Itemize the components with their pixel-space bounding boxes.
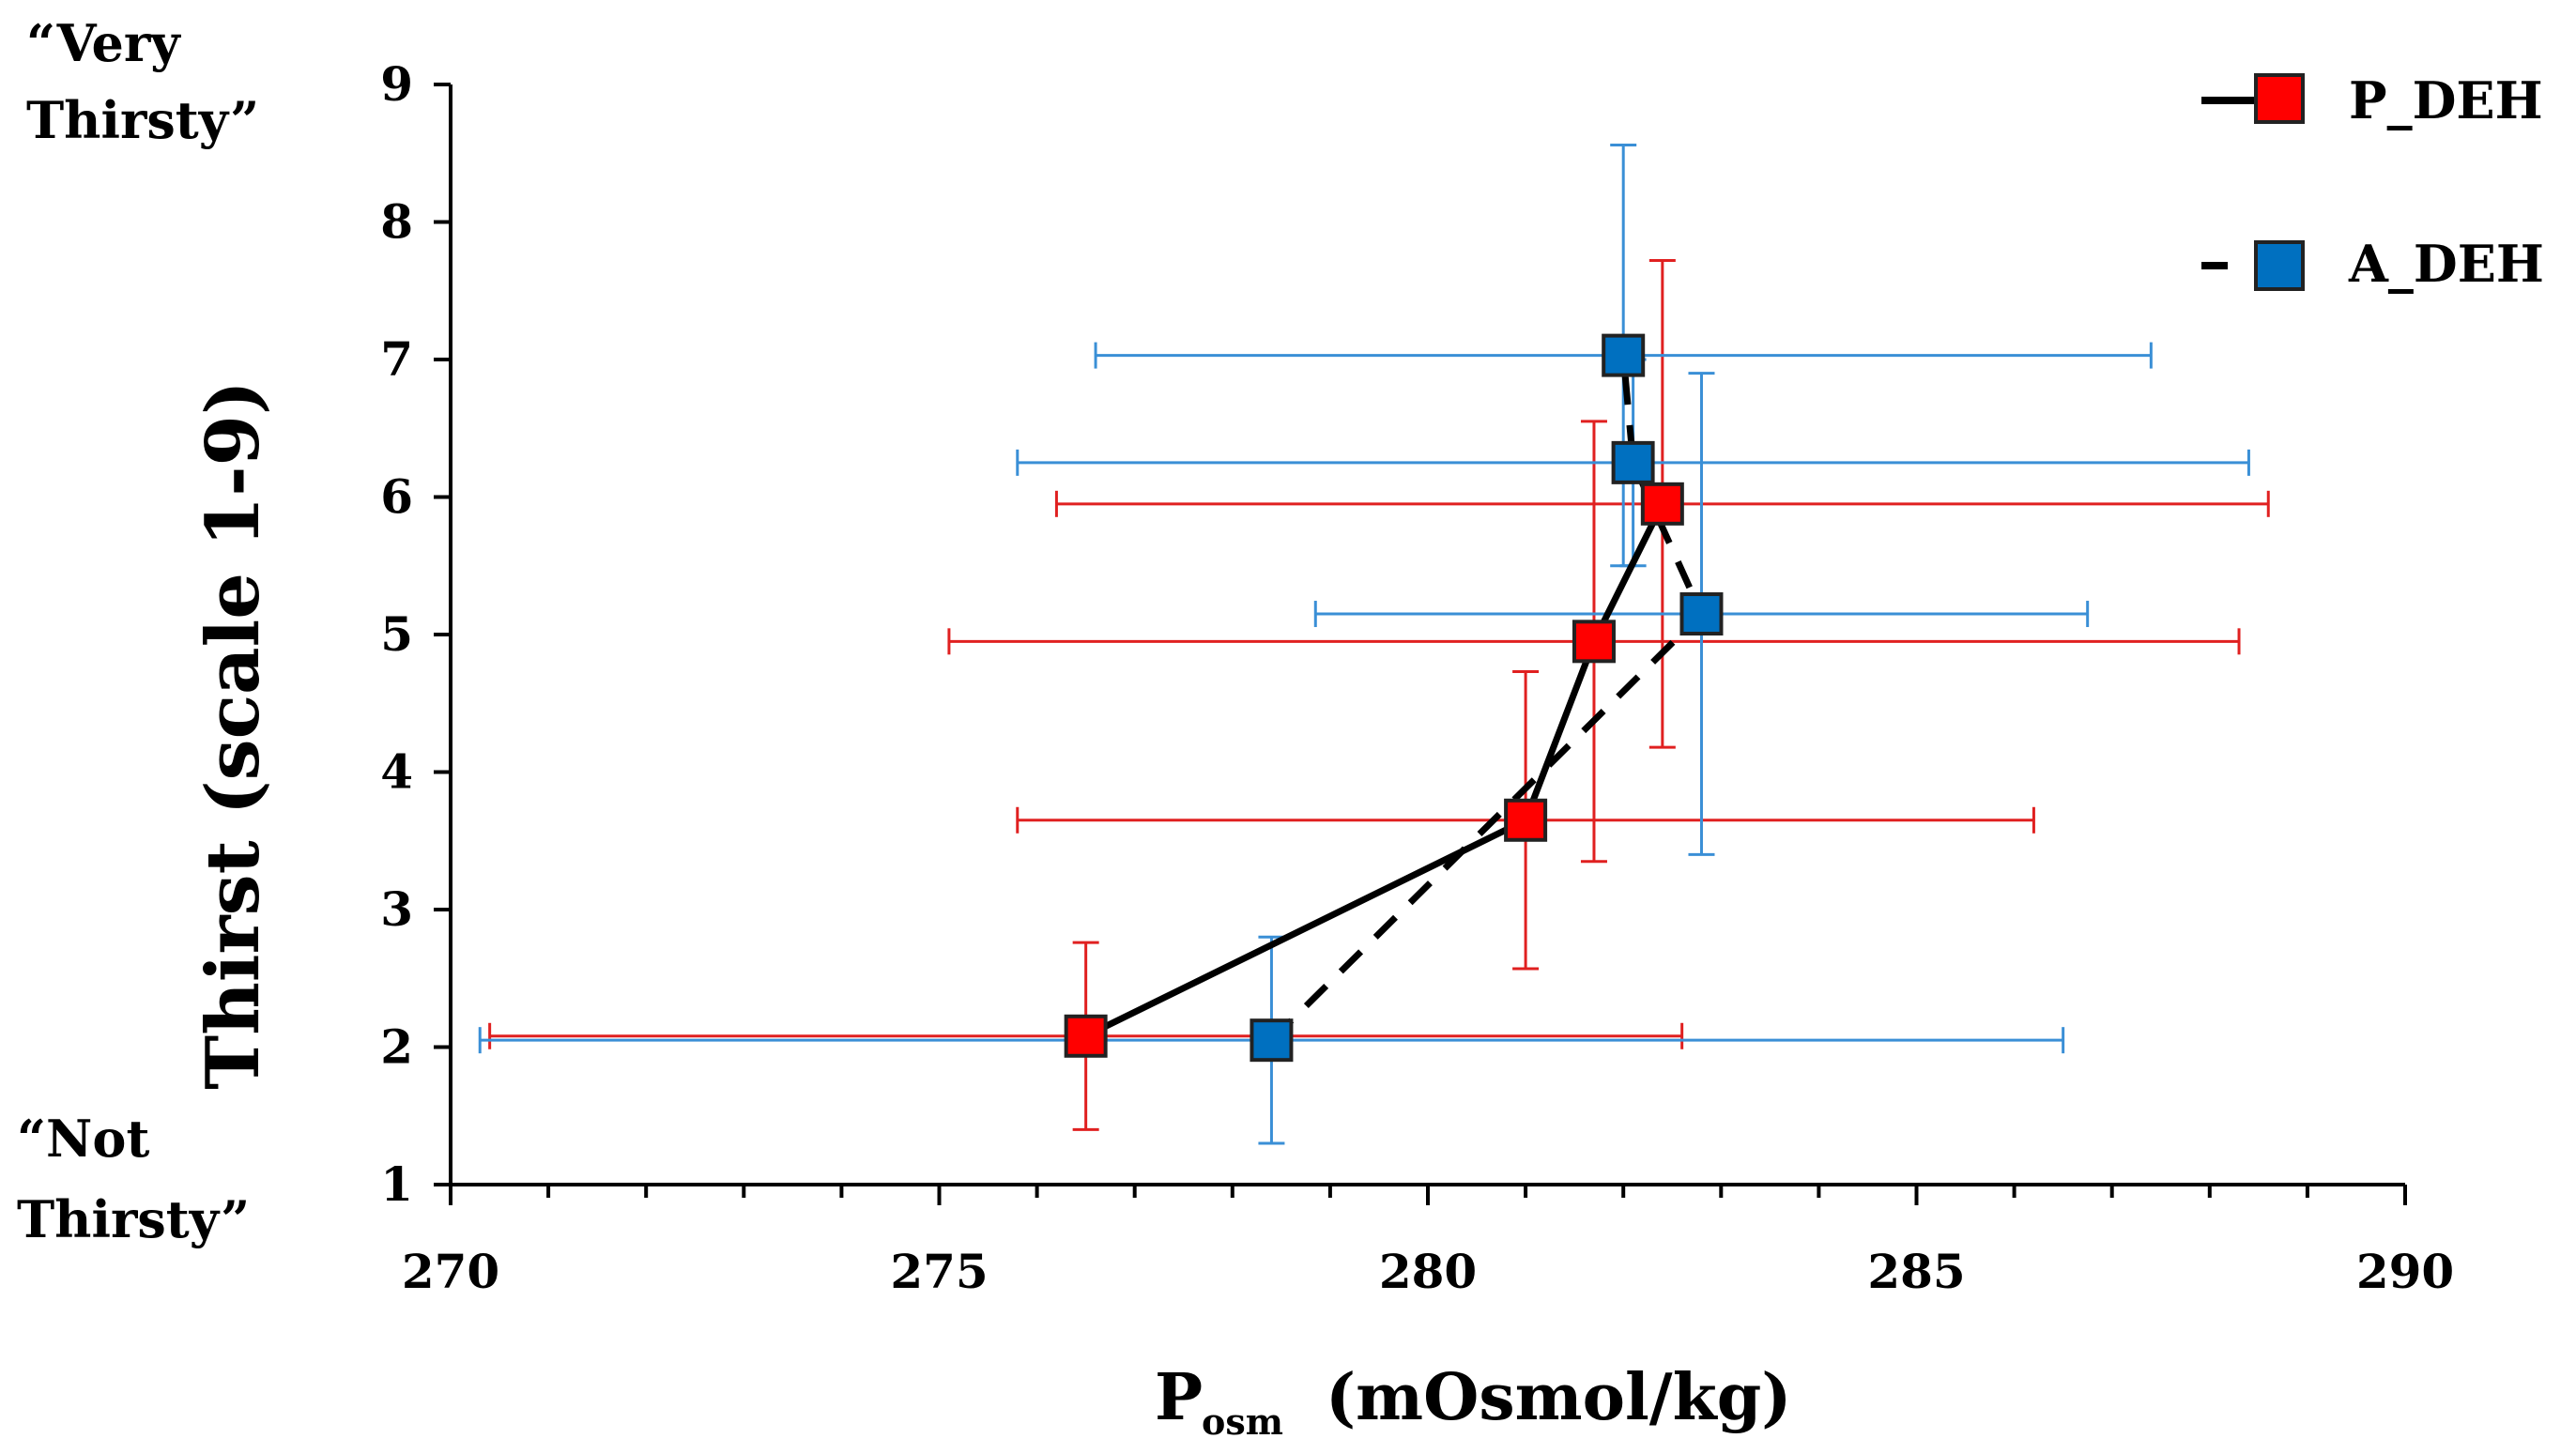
legend-marker-a-deh	[2254, 240, 2305, 291]
x-tick-label: 285	[1867, 1244, 1965, 1299]
x-tick-label: 280	[1379, 1244, 1477, 1299]
y-tick-label: 5	[380, 606, 413, 662]
series-line-a-deh	[1268, 355, 1705, 1043]
series-lines	[1084, 355, 1705, 1043]
annotation-very: “Very	[26, 13, 181, 73]
data-markers	[1064, 333, 1724, 1063]
x-tick-label: 270	[402, 1244, 499, 1299]
annotation-thirsty-top: Thirsty”	[26, 90, 259, 150]
data-point-p-deh	[1640, 482, 1684, 526]
y-axis-label: Thirst (scale 1-9)	[191, 380, 276, 1090]
data-point-p-deh	[1064, 1014, 1108, 1058]
data-point-p-deh	[1572, 620, 1616, 664]
x-axis-label-subscript: osm	[1202, 1400, 1283, 1443]
y-tick-label: 3	[380, 881, 413, 937]
axes: 1 2 3 4 5 6 7 8 9 270 275 280 285 290	[380, 56, 2454, 1299]
legend-label-a-deh: A_DEH	[2348, 234, 2544, 294]
y-tick-label: 6	[380, 469, 413, 525]
legend: P_DEH A_DEH	[2201, 70, 2544, 294]
data-point-a-deh	[1602, 333, 1646, 377]
legend-marker-p-deh	[2254, 73, 2305, 124]
x-axis-label-units: (mOsmol/kg)	[1326, 1360, 1791, 1435]
y-tick-label: 1	[380, 1156, 413, 1212]
annotation-not: “Not	[17, 1109, 149, 1169]
annotation-thirsty-bottom: Thirsty”	[17, 1189, 250, 1249]
x-tick-label: 290	[2356, 1244, 2454, 1299]
error-bars	[478, 143, 2270, 1145]
legend-label-p-deh: P_DEH	[2349, 70, 2543, 130]
y-tick-label: 2	[380, 1019, 413, 1075]
x-tick-label: 275	[890, 1244, 988, 1299]
data-point-a-deh	[1679, 592, 1724, 636]
data-point-a-deh	[1250, 1018, 1294, 1063]
series-line-p-deh	[1084, 502, 1665, 1039]
x-axis-label-main: P	[1155, 1360, 1203, 1435]
y-tick-label: 4	[380, 744, 413, 800]
x-axis-title: P osm (mOsmol/kg)	[1155, 1360, 1791, 1443]
data-point-a-deh	[1611, 440, 1655, 484]
y-tick-label: 9	[380, 56, 413, 112]
data-point-p-deh	[1504, 798, 1548, 842]
thirst-annotations: “Very Thirsty” “Not Thirsty”	[17, 13, 259, 1249]
y-tick-label: 8	[380, 194, 413, 250]
y-tick-label: 7	[380, 331, 413, 387]
